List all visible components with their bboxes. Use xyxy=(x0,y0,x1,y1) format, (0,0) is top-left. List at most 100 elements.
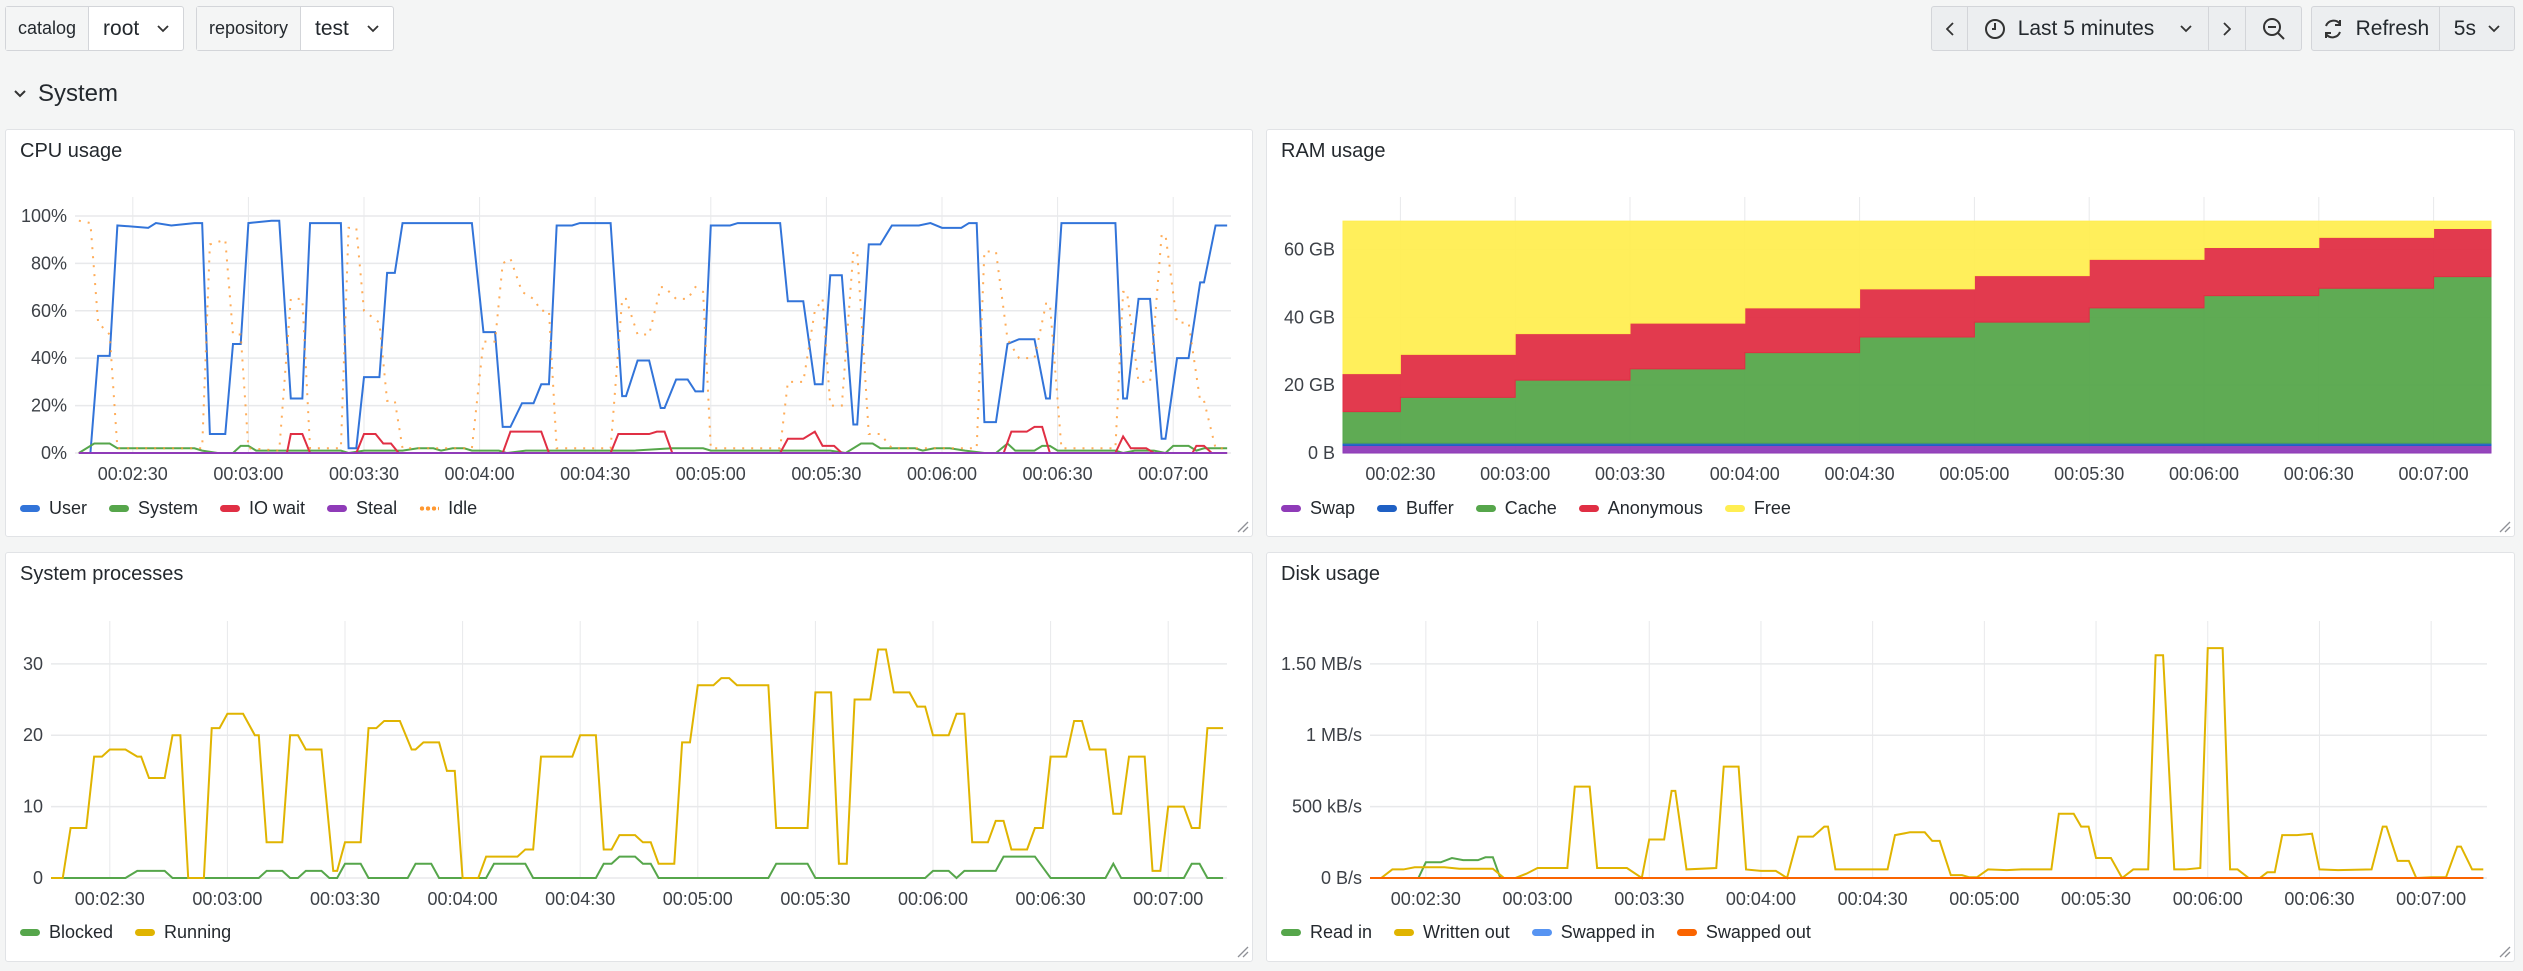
panel-title: Disk usage xyxy=(1281,563,1380,585)
legend-label: System xyxy=(138,498,199,518)
y-tick-label: 40% xyxy=(31,348,67,368)
resize-handle-icon[interactable] xyxy=(2497,519,2511,533)
legend-swatch xyxy=(220,505,241,512)
legend-swatch xyxy=(135,929,156,936)
repository-select[interactable]: test xyxy=(301,7,393,50)
x-tick-label: 00:05:00 xyxy=(1949,889,2019,909)
chart-ram: 00:02:30 00:03:00 00:03:30 00:04:00 00:04:30… xyxy=(1284,197,2492,484)
legend-item-io-wait[interactable]: IO wait xyxy=(220,498,305,519)
legend: Swap Buffer Cache Anonymous Free xyxy=(1281,498,1791,519)
legend-swatch xyxy=(109,505,130,512)
x-tick-label: 00:05:30 xyxy=(2054,464,2124,484)
legend-item-swapped-in[interactable]: Swapped in xyxy=(1531,922,1655,943)
line-io-wait xyxy=(78,425,1228,454)
x-tick-label: 00:02:30 xyxy=(1391,889,1461,909)
legend-swatch xyxy=(1377,505,1398,512)
line-running xyxy=(51,648,1224,879)
refresh-interval-select[interactable]: 5s xyxy=(2440,7,2514,50)
x-tick-label: 00:06:00 xyxy=(2169,464,2239,484)
y-tick-label: 30 xyxy=(23,654,43,674)
refresh-button[interactable]: Refresh xyxy=(2312,7,2440,50)
line-user xyxy=(78,219,1228,454)
x-tick-label: 00:03:00 xyxy=(1480,464,1550,484)
time-picker: Last 5 minutes xyxy=(1931,6,2302,51)
y-tick-label: 20 GB xyxy=(1284,375,1335,395)
legend-item-blocked[interactable]: Blocked xyxy=(20,922,113,943)
legend: Blocked Running xyxy=(20,922,231,943)
x-tick-label: 00:03:30 xyxy=(329,464,399,484)
legend-item-written-out[interactable]: Written out xyxy=(1394,922,1510,943)
y-tick-label: 10 xyxy=(23,797,43,817)
row-system[interactable]: System xyxy=(14,80,118,108)
y-tick-label: 20 xyxy=(23,725,43,745)
legend-item-free[interactable]: Free xyxy=(1724,498,1791,519)
variable-label: catalog xyxy=(6,7,90,50)
x-tick-label: 00:06:30 xyxy=(2284,889,2354,909)
chevron-down-icon xyxy=(367,24,379,32)
legend-item-anonymous[interactable]: Anonymous xyxy=(1578,498,1703,519)
chevron-right-icon xyxy=(2223,21,2231,36)
panel-title: System processes xyxy=(20,563,184,585)
chevron-down-icon xyxy=(157,24,169,32)
legend-item-buffer[interactable]: Buffer xyxy=(1377,498,1454,519)
legend-label: IO wait xyxy=(249,498,306,518)
legend-item-running[interactable]: Running xyxy=(135,922,231,943)
chevron-down-icon xyxy=(14,90,26,98)
y-tick-label: 0 B/s xyxy=(1321,868,1362,888)
catalog-value: root xyxy=(103,16,140,40)
line-written-out xyxy=(1370,647,2484,880)
variable-catalog: catalog root xyxy=(5,6,185,51)
chart-disk: 00:02:30 00:03:00 00:03:30 00:04:00 00:04:30… xyxy=(1281,621,2487,909)
chart-cpu: 00:02:30 00:03:00 00:03:30 00:04:00 00:04:30… xyxy=(21,197,1231,484)
x-tick-label: 00:03:00 xyxy=(213,464,283,484)
x-tick-label: 00:06:30 xyxy=(1023,464,1093,484)
variable-label: repository xyxy=(197,7,302,50)
refresh-label: Refresh xyxy=(2355,16,2430,40)
x-tick-label: 00:03:30 xyxy=(1595,464,1665,484)
chevron-left-icon xyxy=(1945,21,1954,36)
x-tick-label: 00:03:00 xyxy=(1503,889,1573,909)
time-back-button[interactable] xyxy=(1932,7,1968,50)
chart-proc: 00:02:30 00:03:00 00:03:30 00:04:00 00:04:30… xyxy=(23,621,1227,909)
panel-disk-usage: Disk usage 00:02:30 00:03:00 00:03:30 00:04… xyxy=(1266,552,2515,962)
zoom-out-button[interactable] xyxy=(2246,7,2301,50)
y-tick-label: 0 B xyxy=(1308,443,1335,463)
time-forward-button[interactable] xyxy=(2209,7,2246,50)
legend-item-swap[interactable]: Swap xyxy=(1281,498,1355,519)
legend-item-cache[interactable]: Cache xyxy=(1475,498,1557,519)
x-tick-label: 00:06:00 xyxy=(898,889,968,909)
panel-cpu-usage: CPU usage 00:02:30 00:03:00 00:03:30 00:04:… xyxy=(5,129,1253,537)
time-range-button[interactable]: Last 5 minutes xyxy=(1968,7,2209,50)
legend-swatch xyxy=(20,929,40,936)
x-tick-label: 00:07:00 xyxy=(2399,464,2469,484)
legend-label: Anonymous xyxy=(1607,498,1703,518)
legend-item-system[interactable]: System xyxy=(109,498,198,519)
resize-handle-icon[interactable] xyxy=(2497,944,2511,958)
resize-handle-icon[interactable] xyxy=(1235,519,1249,533)
x-tick-label: 00:07:00 xyxy=(1138,464,1208,484)
x-tick-label: 00:04:00 xyxy=(1726,889,1796,909)
x-tick-label: 00:05:30 xyxy=(780,889,850,909)
catalog-select[interactable]: root xyxy=(89,7,183,50)
x-tick-label: 00:06:00 xyxy=(2173,889,2243,909)
x-tick-label: 00:03:30 xyxy=(1614,889,1684,909)
y-tick-label: 20% xyxy=(31,396,67,416)
legend-item-read-in[interactable]: Read in xyxy=(1281,922,1372,943)
legend-label: Cache xyxy=(1504,498,1557,518)
x-tick-label: 00:05:00 xyxy=(676,464,746,484)
legend-label: Swapped out xyxy=(1705,922,1811,942)
x-tick-label: 00:02:30 xyxy=(98,464,168,484)
x-tick-label: 00:02:30 xyxy=(75,889,145,909)
panel-title: RAM usage xyxy=(1281,140,1386,162)
repository-value: test xyxy=(315,16,349,40)
legend-label: User xyxy=(49,498,88,518)
legend-item-steal[interactable]: Steal xyxy=(327,498,397,519)
resize-handle-icon[interactable] xyxy=(1235,944,1249,958)
legend-item-user[interactable]: User xyxy=(20,498,87,519)
y-tick-label: 60% xyxy=(31,301,67,321)
clock-icon xyxy=(1984,18,2005,39)
legend-item-idle[interactable]: Idle xyxy=(419,498,477,519)
legend-item-swapped-out[interactable]: Swapped out xyxy=(1676,922,1811,943)
x-tick-label: 00:04:00 xyxy=(428,889,498,909)
y-tick-label: 0% xyxy=(41,443,67,463)
